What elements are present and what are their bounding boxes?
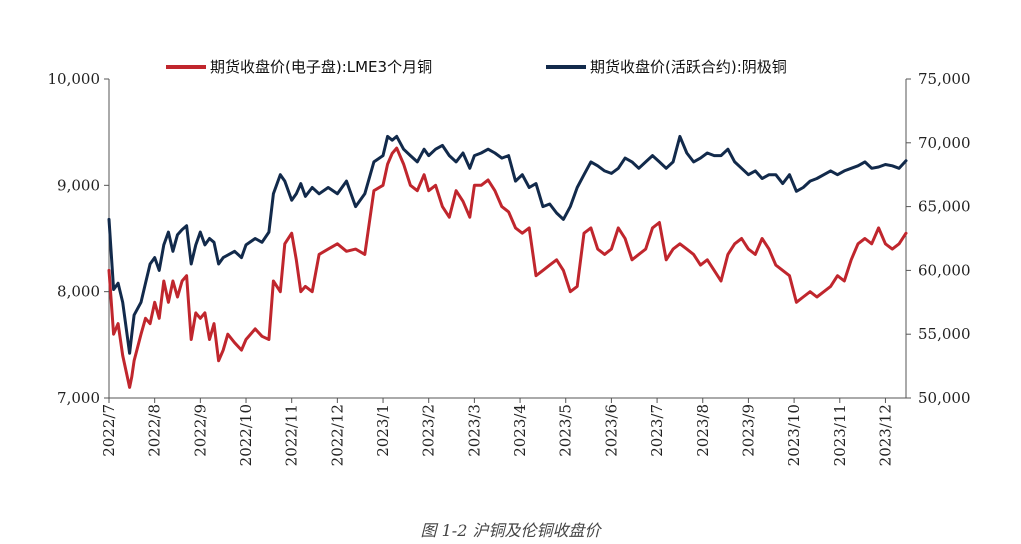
x-tick-label: 2023/5	[557, 404, 575, 457]
x-tick-label: 2022/11	[283, 404, 301, 466]
left-tick-label: 7,000	[57, 389, 100, 407]
right-tick-label: 65,000	[918, 198, 971, 216]
x-tick-label: 2023/1	[374, 404, 392, 457]
right-tick-label: 55,000	[918, 325, 971, 343]
x-tick-label: 2022/12	[328, 404, 346, 466]
x-tick-label: 2022/7	[100, 404, 118, 457]
legend-label-lme: 期货收盘价(电子盘):LME3个月铜	[210, 58, 432, 76]
series-line-lme	[107, 146, 908, 389]
series-line-shfe	[107, 134, 908, 355]
right-tick-label: 50,000	[918, 389, 971, 407]
figure-caption: 图 1-2 沪铜及伦铜收盘价	[420, 521, 601, 540]
x-tick-label: 2023/2	[420, 404, 438, 457]
x-tick-label: 2023/4	[511, 404, 529, 457]
x-tick-label: 2022/8	[146, 404, 164, 457]
x-tick-label: 2022/9	[191, 404, 209, 457]
legend-label-shfe: 期货收盘价(活跃合约):阴极铜	[590, 58, 787, 76]
x-tick-label: 2023/8	[694, 404, 712, 457]
legend: 期货收盘价(电子盘):LME3个月铜 期货收盘价(活跃合约):阴极铜	[166, 58, 787, 76]
x-tick-label: 2023/12	[876, 404, 894, 466]
left-tick-label: 10,000	[48, 70, 101, 88]
right-tick-label: 70,000	[918, 134, 971, 152]
x-tick-label: 2023/6	[602, 404, 620, 457]
x-tick-label: 2023/10	[785, 404, 803, 466]
x-tick-label: 2023/11	[831, 404, 849, 466]
x-tick-label: 2022/10	[237, 404, 255, 466]
left-tick-label: 8,000	[57, 283, 100, 301]
left-tick-label: 9,000	[57, 176, 100, 194]
series-layer	[107, 134, 908, 389]
x-tick-label: 2023/7	[648, 404, 666, 457]
x-tick-label: 2023/9	[739, 404, 757, 457]
x-tick-label: 2023/3	[465, 404, 483, 457]
right-tick-label: 75,000	[918, 70, 971, 88]
axes: 7,000 8,000 9,000 10,000 50,000 55,000 60,000 6…	[48, 70, 971, 466]
right-tick-label: 60,000	[918, 261, 971, 279]
